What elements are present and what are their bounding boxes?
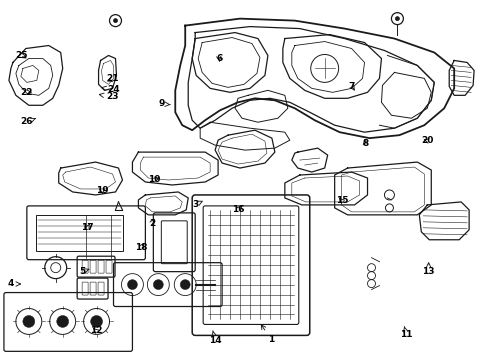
- Text: 16: 16: [232, 205, 244, 214]
- Text: 14: 14: [208, 331, 221, 345]
- Text: 2: 2: [148, 219, 155, 228]
- Text: 7: 7: [348, 82, 354, 91]
- Text: 3: 3: [192, 200, 202, 209]
- Text: 23: 23: [99, 92, 118, 101]
- Circle shape: [395, 17, 399, 21]
- Text: 22: 22: [20, 87, 33, 96]
- Text: 26: 26: [20, 117, 35, 126]
- Circle shape: [180, 280, 190, 289]
- Circle shape: [57, 315, 68, 328]
- Text: 19: 19: [96, 186, 108, 195]
- Text: 13: 13: [422, 263, 434, 276]
- Text: 18: 18: [135, 243, 147, 252]
- Text: 4: 4: [7, 279, 20, 288]
- Text: 25: 25: [15, 51, 28, 60]
- Text: 8: 8: [362, 139, 367, 148]
- Text: 17: 17: [81, 223, 94, 232]
- Text: 10: 10: [148, 175, 160, 184]
- Text: 24: 24: [102, 85, 120, 94]
- Text: 11: 11: [399, 327, 412, 339]
- Text: 15: 15: [335, 196, 347, 205]
- Text: 1: 1: [261, 325, 274, 344]
- Circle shape: [113, 19, 117, 23]
- Circle shape: [90, 315, 102, 328]
- Circle shape: [127, 280, 137, 289]
- Text: 6: 6: [216, 54, 222, 63]
- Text: 5: 5: [80, 267, 89, 276]
- Text: 21: 21: [106, 75, 119, 84]
- Text: 9: 9: [158, 99, 170, 108]
- Text: 20: 20: [420, 136, 432, 145]
- Circle shape: [153, 280, 163, 289]
- Circle shape: [23, 315, 35, 328]
- Text: 12: 12: [89, 326, 102, 335]
